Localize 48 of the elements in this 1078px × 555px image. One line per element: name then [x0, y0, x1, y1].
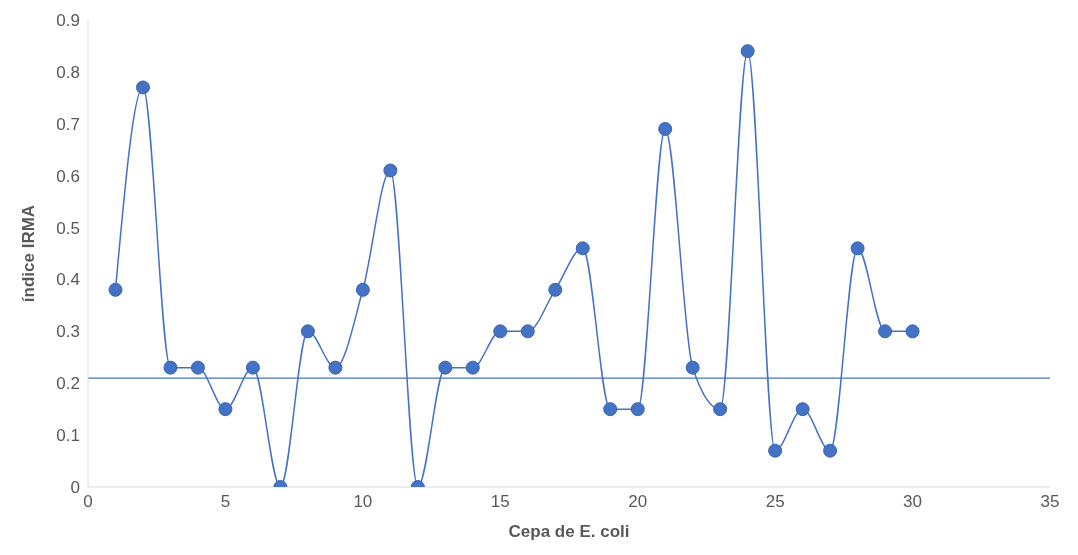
point: [850, 241, 865, 256]
point: [493, 324, 508, 339]
point: [300, 324, 315, 339]
x-tick-label: 35: [1040, 492, 1060, 512]
point: [218, 402, 233, 417]
point: [713, 402, 728, 417]
point: [658, 121, 673, 136]
y-tick-label: 0.9: [56, 11, 80, 31]
point: [823, 443, 838, 458]
y-tick-label: 0.2: [56, 374, 80, 394]
x-tick-label: 30: [903, 492, 923, 512]
point: [575, 241, 590, 256]
point: [630, 402, 645, 417]
y-tick-label: 0.3: [56, 322, 80, 342]
point: [768, 443, 783, 458]
x-tick-label: 20: [628, 492, 648, 512]
point: [905, 324, 920, 339]
x-tick-label: 10: [353, 492, 373, 512]
x-tick-label: 25: [765, 492, 785, 512]
y-tick-label: 0.7: [56, 114, 80, 134]
point: [245, 360, 260, 375]
y-tick-label: 0.4: [56, 270, 80, 290]
point: [548, 282, 563, 297]
y-tick-label: 0.6: [56, 166, 80, 186]
point: [878, 324, 893, 339]
y-tick-label: 0.5: [56, 218, 80, 238]
point: [383, 163, 398, 178]
point: [163, 360, 178, 375]
y-axis-title: índice IRMA: [19, 204, 39, 303]
y-tick-label: 0.8: [56, 62, 80, 82]
point: [355, 282, 370, 297]
x-tick-label: 0: [83, 492, 93, 512]
x-tick-label: 5: [220, 492, 231, 512]
point: [685, 360, 700, 375]
x-tick-label: 15: [490, 492, 510, 512]
point: [438, 360, 453, 375]
y-tick-label: 0.1: [56, 426, 80, 446]
x-axis-title: Cepa de E. coli: [508, 522, 630, 541]
point: [190, 360, 205, 375]
point: [465, 360, 480, 375]
point: [795, 402, 810, 417]
y-tick-label: 0: [70, 478, 80, 498]
point: [135, 80, 150, 95]
point: [740, 44, 755, 59]
point: [108, 282, 123, 297]
point: [603, 402, 618, 417]
point: [520, 324, 535, 339]
point: [328, 360, 343, 375]
